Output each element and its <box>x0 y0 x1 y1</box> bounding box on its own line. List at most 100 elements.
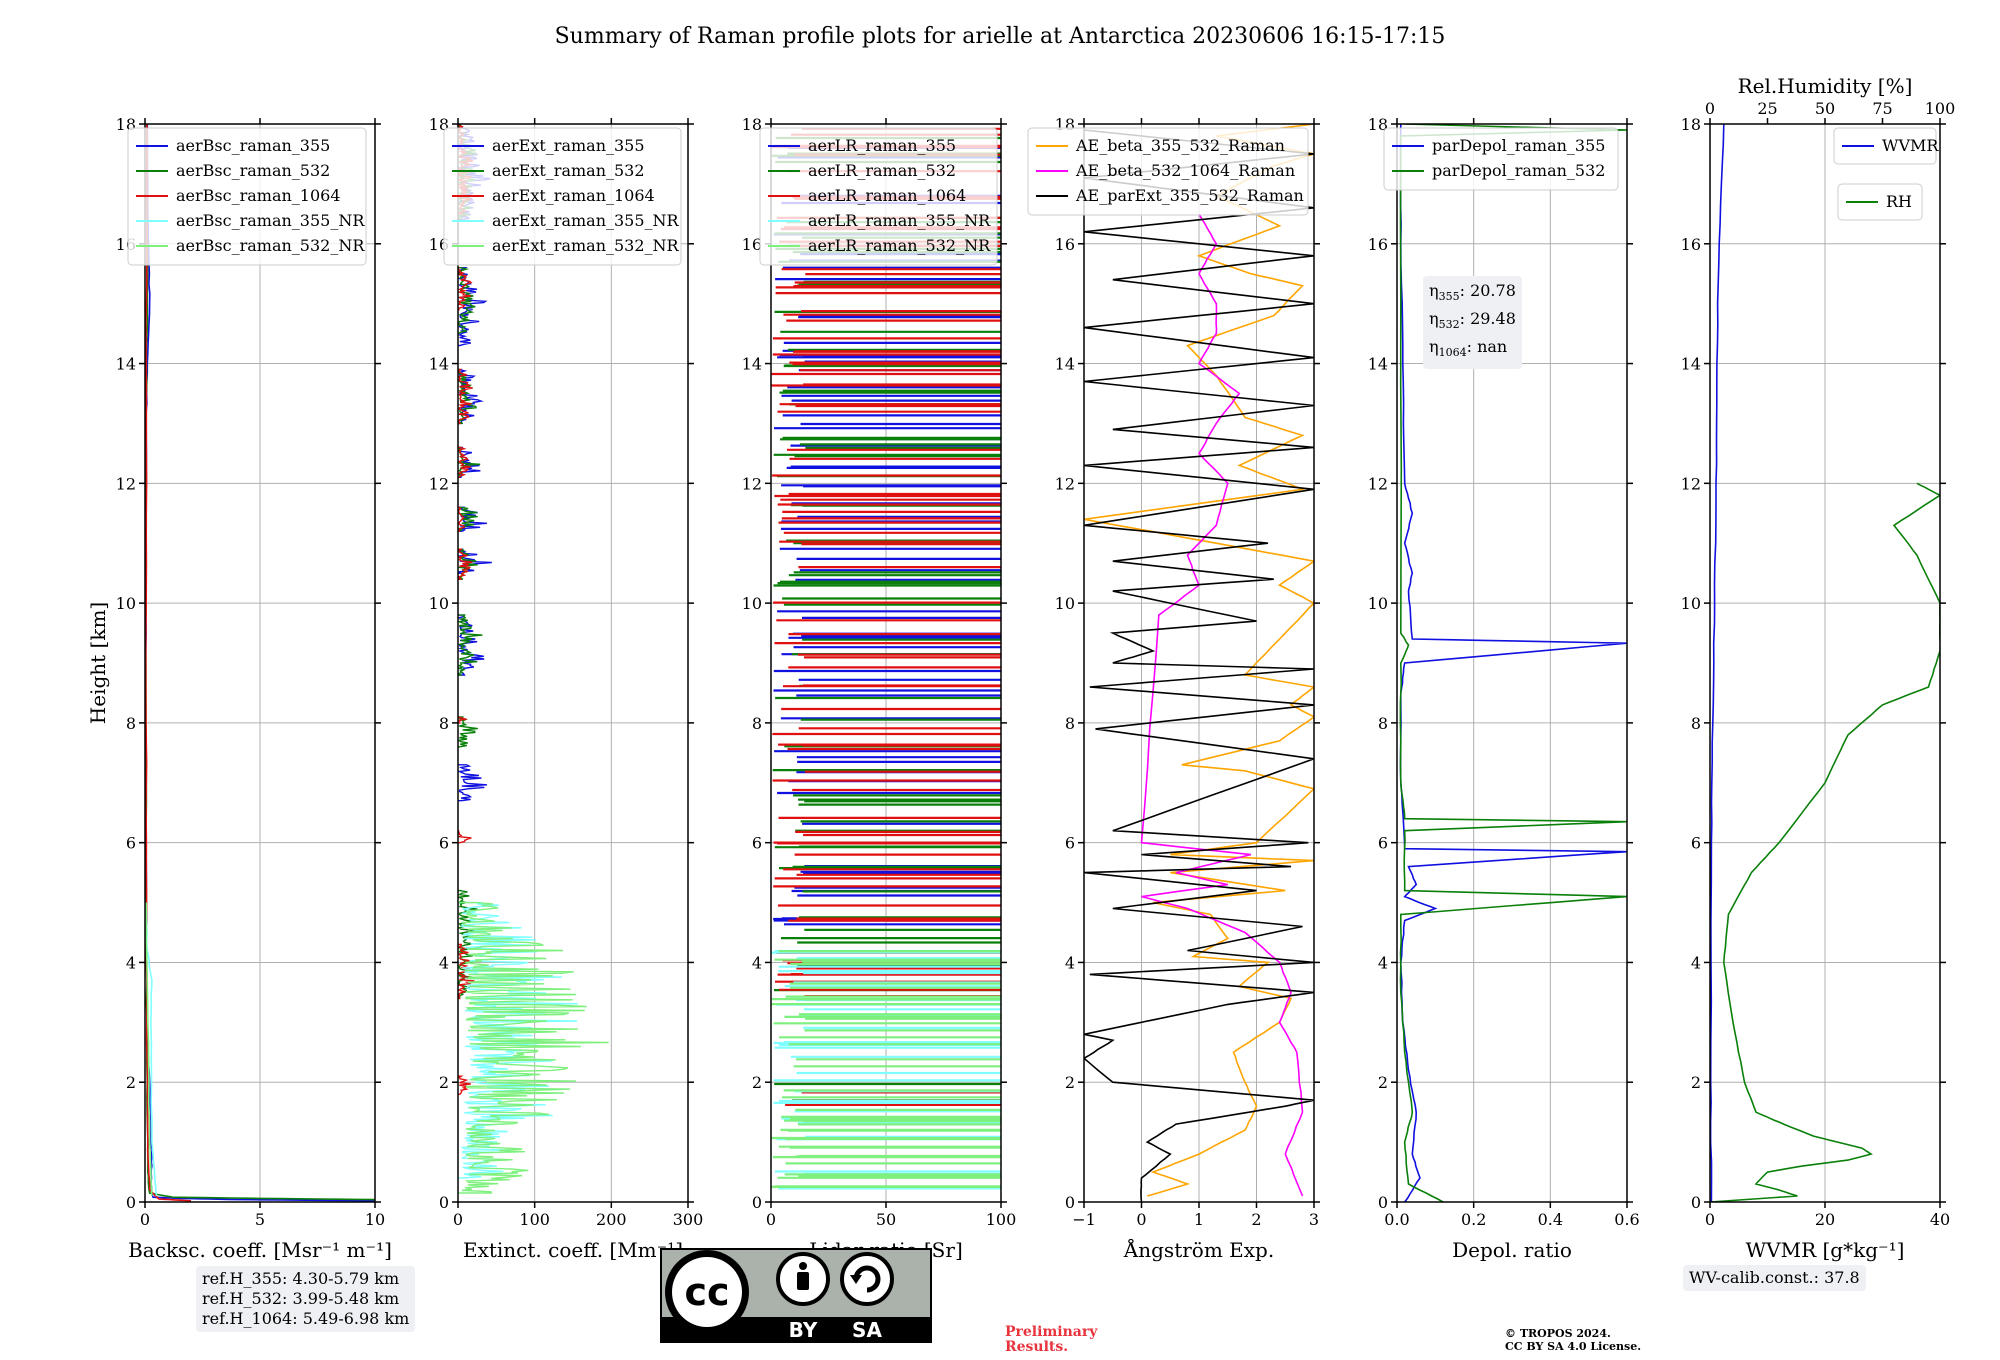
x-axis-label: Depol. ratio <box>1452 1238 1572 1262</box>
legend-label: aerExt_raman_1064 <box>492 186 655 205</box>
y-tick-label: 2 <box>439 1073 449 1092</box>
x-axis-label: Ångström Exp. <box>1123 1237 1274 1262</box>
y-tick-label: 18 <box>1681 115 1701 134</box>
series-group <box>458 124 609 1194</box>
legend-frame <box>1833 127 1937 165</box>
x-tick-label: 0.6 <box>1614 1210 1639 1229</box>
series-aerExt_raman_532_NR <box>458 901 609 1194</box>
y-tick-label: 10 <box>1368 594 1388 613</box>
legend-label: parDepol_raman_532 <box>1432 161 1605 180</box>
axes-frame <box>770 123 1002 1203</box>
legend-label: aerBsc_raman_355_NR <box>176 211 365 230</box>
x2-tick-label: 50 <box>1815 99 1835 118</box>
ref-height-355: ref.H_355: 4.30-5.79 km <box>202 1269 400 1288</box>
y-tick-label: 18 <box>429 115 449 134</box>
y-tick-label: 12 <box>742 474 762 493</box>
legend-label: RH <box>1886 192 1912 211</box>
cc-logo-text: cc <box>684 1270 729 1314</box>
x-tick-label: 0 <box>1705 1210 1715 1229</box>
x-tick-label: 1 <box>1194 1210 1204 1229</box>
y-tick-label: 14 <box>1055 355 1075 374</box>
y-tick-label: 4 <box>752 953 762 972</box>
legend-label: aerBsc_raman_1064 <box>176 186 341 205</box>
y-tick-label: 8 <box>1378 714 1388 733</box>
y-tick-label: 12 <box>116 474 136 493</box>
y-tick-label: 10 <box>116 594 136 613</box>
series-AE_beta_532_1064_Raman <box>1140 213 1304 1197</box>
y-tick-label: 14 <box>429 355 449 374</box>
legend-frame <box>1027 127 1309 216</box>
legend-label: aerBsc_raman_532_NR <box>176 236 365 255</box>
y-tick-label: 10 <box>1681 594 1701 613</box>
y-tick-label: 0 <box>126 1193 136 1212</box>
ref-height-532: ref.H_532: 3.99-5.48 km <box>202 1289 400 1308</box>
y-tick-label: 10 <box>742 594 762 613</box>
cc-by-sa-icon: cc BY SA <box>660 1248 932 1343</box>
legend-label: aerLR_raman_532_NR <box>808 236 991 255</box>
legend-label: AE_beta_355_532_Raman <box>1075 136 1285 155</box>
legend-lr: aerLR_raman_355 aerLR_raman_532 aerLR_rama… <box>759 127 998 266</box>
eta-1064: η1064: nan <box>1429 337 1508 360</box>
y-tick-label: 16 <box>1055 235 1075 254</box>
x-tick-label: 0.4 <box>1538 1210 1563 1229</box>
series-group <box>1084 124 1314 1202</box>
legend-frame <box>1837 183 1923 221</box>
legend-ext: aerExt_raman_355 aerExt_raman_532 aerExt_r… <box>443 127 682 266</box>
axes-frame <box>1396 123 1628 1203</box>
x-tick-label: 2 <box>1251 1210 1261 1229</box>
y-tick-label: 0 <box>439 1193 449 1212</box>
y-tick-label: 16 <box>1681 235 1701 254</box>
x-tick-label: 200 <box>596 1210 627 1229</box>
x-tick-label: −1 <box>1072 1210 1096 1229</box>
y-tick-label: 6 <box>1065 834 1075 853</box>
y-tick-label: 0 <box>1691 1193 1701 1212</box>
series-aerBsc_raman_1064 <box>145 124 192 1202</box>
x-axis-label: Backsc. coeff. [Msr⁻¹ m⁻¹] <box>128 1238 392 1262</box>
x-tick-label: 0.0 <box>1384 1210 1409 1229</box>
legend-label: aerBsc_raman_532 <box>176 161 330 180</box>
legend-frame <box>443 127 682 266</box>
x2-tick-label: 100 <box>1925 99 1956 118</box>
figure-title: Summary of Raman profile plots for ariel… <box>555 24 1446 49</box>
panel-dep: 0 2 4 6 8 10 12 14 16 18 0.0 0.2 0.4 0.6 Depol. ratio p… <box>1368 115 1640 1262</box>
series-aerLR_raman_532_NR <box>771 950 1001 1188</box>
legend-label: aerLR_raman_355 <box>808 136 956 155</box>
y-tick-label: 2 <box>752 1073 762 1092</box>
x-tick-label: 0 <box>453 1210 463 1229</box>
series-group <box>771 127 1001 1190</box>
y-tick-label: 8 <box>126 714 136 733</box>
y-tick-label: 4 <box>1065 953 1075 972</box>
legend-ae: AE_beta_355_532_Raman AE_beta_532_1064_Ra… <box>1027 127 1309 216</box>
legend-frame <box>759 127 998 266</box>
x2-tick-label: 75 <box>1872 99 1892 118</box>
series-aerBsc_raman_532_NR <box>145 902 153 1197</box>
legend-label: aerExt_raman_532_NR <box>492 236 680 255</box>
legend-label: aerExt_raman_355_NR <box>492 211 680 230</box>
y-tick-label: 10 <box>429 594 449 613</box>
series-aerLR_raman_355_NR <box>771 949 1001 1190</box>
legend-label: aerExt_raman_355 <box>492 136 645 155</box>
axes-frame <box>457 123 689 1203</box>
x-tick-label: 20 <box>1815 1210 1835 1229</box>
x-tick-label: 100 <box>519 1210 550 1229</box>
legend-label: WVMR <box>1882 136 1939 155</box>
y-tick-label: 12 <box>1368 474 1388 493</box>
series-group <box>145 124 375 1202</box>
y-tick-label: 18 <box>742 115 762 134</box>
x-tick-label: 5 <box>255 1210 265 1229</box>
legend-label: aerLR_raman_1064 <box>808 186 966 205</box>
legend-frame <box>1383 127 1619 191</box>
copyright-note: © TROPOS 2024. CC BY SA 4.0 License. <box>1505 1327 1642 1353</box>
y-tick-label: 6 <box>439 834 449 853</box>
x2-axis-label: Rel.Humidity [%] <box>1738 74 1913 98</box>
by-label: BY <box>789 1318 818 1342</box>
y-tick-label: 14 <box>1368 355 1388 374</box>
eta-355: η355: 20.78 <box>1429 281 1516 304</box>
x-tick-label: 3 <box>1309 1210 1319 1229</box>
eta-532: η532: 29.48 <box>1429 309 1516 332</box>
x-tick-label: 50 <box>876 1210 896 1229</box>
y-tick-label: 14 <box>116 355 136 374</box>
x2-tick-label: 0 <box>1705 99 1715 118</box>
